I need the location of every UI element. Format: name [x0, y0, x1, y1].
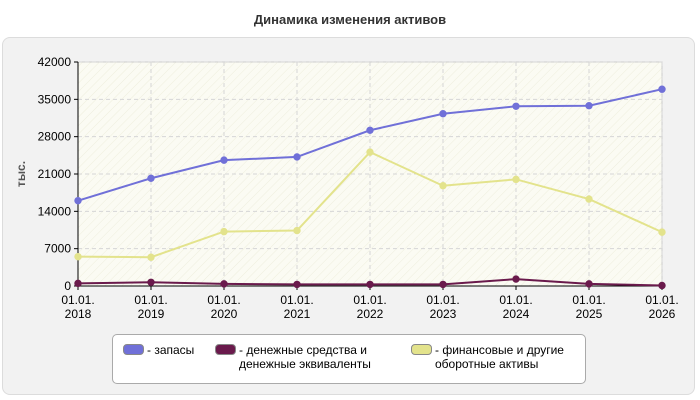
x-tick-label: 01.01.	[499, 293, 532, 307]
data-point	[512, 102, 520, 110]
x-tick-label: 01.01.	[572, 293, 605, 307]
data-point	[366, 148, 374, 156]
x-tick-label: 01.01.	[61, 293, 94, 307]
x-tick-label: 01.01.	[134, 293, 167, 307]
legend-swatch	[411, 344, 432, 355]
y-tick-label: 14000	[38, 204, 72, 218]
data-point	[220, 156, 228, 164]
data-point	[585, 102, 593, 110]
legend-label-line: денежные эквиваленты	[239, 357, 371, 371]
data-point	[220, 280, 228, 288]
data-point	[147, 253, 155, 261]
chart-title: Динамика изменения активов	[253, 12, 447, 27]
x-tick-label: 2025	[576, 307, 603, 321]
data-point	[74, 279, 82, 288]
legend-label-line: оборотные активы	[435, 357, 539, 371]
grid-lines	[78, 61, 663, 286]
data-point	[658, 85, 666, 93]
data-point	[658, 281, 666, 290]
x-tick-label: 2023	[430, 307, 457, 321]
x-tick-label: 2018	[65, 307, 92, 321]
legend-label: - денежные средства и денежные эквивален…	[239, 343, 371, 371]
data-point	[366, 126, 374, 134]
data-point	[585, 280, 593, 288]
x-tick-label: 2026	[649, 307, 676, 321]
x-tick-label: 2021	[284, 307, 311, 321]
data-point	[439, 182, 447, 190]
data-point	[512, 275, 520, 283]
data-point	[147, 174, 155, 182]
x-tick-label: 01.01.	[645, 293, 678, 307]
legend-label: - запасы	[147, 343, 195, 357]
x-tick-label: 2024	[503, 307, 530, 321]
data-point	[439, 280, 447, 289]
x-tick-label: 01.01.	[207, 293, 240, 307]
y-tick-label: 28000	[38, 130, 72, 144]
x-tick-label: 2020	[211, 307, 238, 321]
data-point	[293, 280, 301, 289]
y-tick-label: 42000	[38, 55, 72, 69]
data-point	[74, 196, 82, 205]
y-tick-label: 0	[64, 279, 71, 293]
data-point	[439, 110, 447, 118]
x-tick-label: 2019	[138, 307, 165, 321]
legend-label: - финансовые и другие оборотные активы	[435, 343, 564, 371]
y-tick-labels: 0 7000 14000 21000 28000 35000 42000	[38, 55, 72, 293]
data-point	[512, 175, 520, 184]
data-point	[220, 227, 228, 236]
chart-legend: - запасы - денежные средства и денежные …	[112, 334, 586, 384]
y-tick-label: 7000	[44, 242, 71, 256]
legend-label-line: - денежные средства и	[239, 343, 367, 357]
data-point	[585, 195, 593, 203]
data-point	[293, 226, 301, 235]
y-axis-label: тыс.	[14, 161, 28, 187]
data-point	[74, 252, 82, 261]
data-series	[74, 85, 666, 290]
x-tick-label: 2022	[357, 307, 384, 321]
x-tick-labels: 01.01.201801.01.201901.01.202001.01.2021…	[61, 293, 678, 321]
y-tick-label: 35000	[38, 92, 72, 106]
data-point	[293, 153, 301, 161]
x-tick-label: 01.01.	[353, 293, 386, 307]
data-point	[658, 228, 666, 236]
x-tick-label: 01.01.	[426, 293, 459, 307]
x-tick-label: 01.01.	[280, 293, 313, 307]
legend-swatch	[123, 344, 144, 355]
legend-swatch	[215, 344, 236, 355]
legend-label-line: - финансовые и другие	[435, 343, 564, 357]
data-point	[366, 280, 374, 289]
y-tick-label: 21000	[38, 167, 72, 181]
data-point	[147, 278, 155, 286]
